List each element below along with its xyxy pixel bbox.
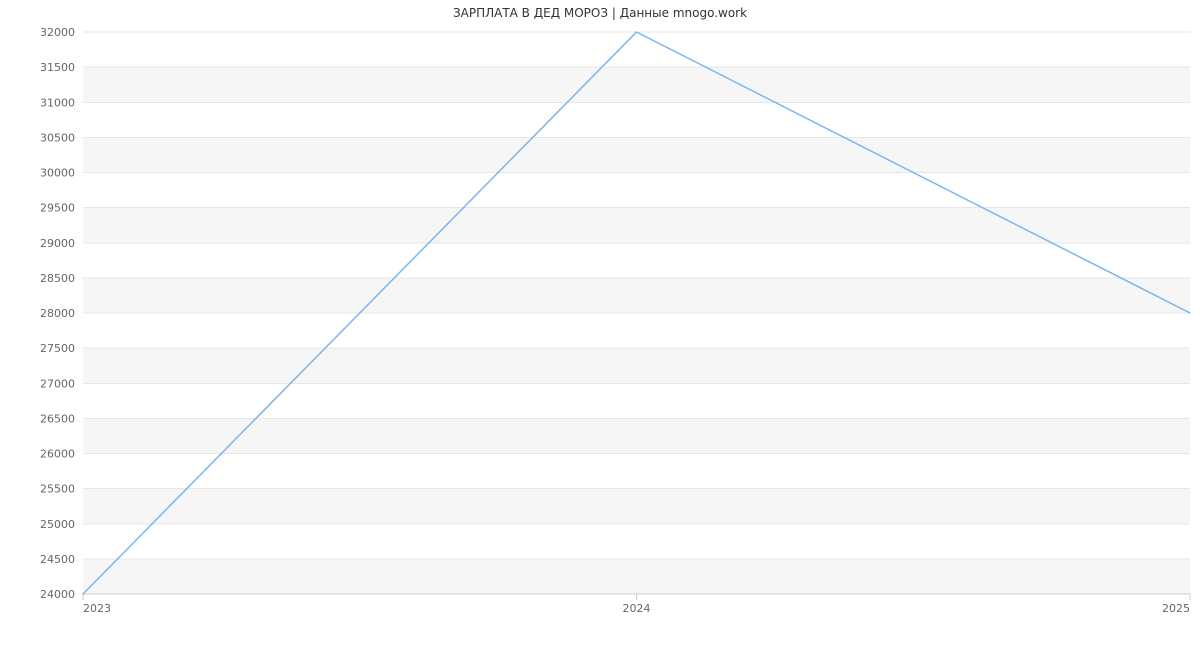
svg-text:26000: 26000 bbox=[40, 448, 75, 461]
svg-text:30000: 30000 bbox=[40, 167, 75, 180]
svg-text:2023: 2023 bbox=[83, 602, 111, 615]
svg-text:2025: 2025 bbox=[1162, 602, 1190, 615]
svg-text:30500: 30500 bbox=[40, 131, 75, 144]
svg-text:27000: 27000 bbox=[40, 377, 75, 390]
svg-text:29000: 29000 bbox=[40, 237, 75, 250]
salary-chart: ЗАРПЛАТА В ДЕД МОРОЗ | Данные mnogo.work… bbox=[0, 0, 1200, 650]
svg-text:29500: 29500 bbox=[40, 202, 75, 215]
svg-text:25500: 25500 bbox=[40, 483, 75, 496]
svg-text:24000: 24000 bbox=[40, 588, 75, 601]
svg-text:28000: 28000 bbox=[40, 307, 75, 320]
chart-plot-area: 24000 24500 25000 25500 26000 26500 27000 27500… bbox=[0, 0, 1200, 650]
svg-text:27500: 27500 bbox=[40, 342, 75, 355]
svg-text:24500: 24500 bbox=[40, 553, 75, 566]
svg-text:25000: 25000 bbox=[40, 518, 75, 531]
svg-text:31500: 31500 bbox=[40, 61, 75, 74]
svg-text:2024: 2024 bbox=[623, 602, 651, 615]
svg-text:26500: 26500 bbox=[40, 412, 75, 425]
svg-text:28500: 28500 bbox=[40, 272, 75, 285]
chart-title: ЗАРПЛАТА В ДЕД МОРОЗ | Данные mnogo.work bbox=[0, 6, 1200, 20]
svg-text:31000: 31000 bbox=[40, 96, 75, 109]
svg-text:32000: 32000 bbox=[40, 26, 75, 39]
